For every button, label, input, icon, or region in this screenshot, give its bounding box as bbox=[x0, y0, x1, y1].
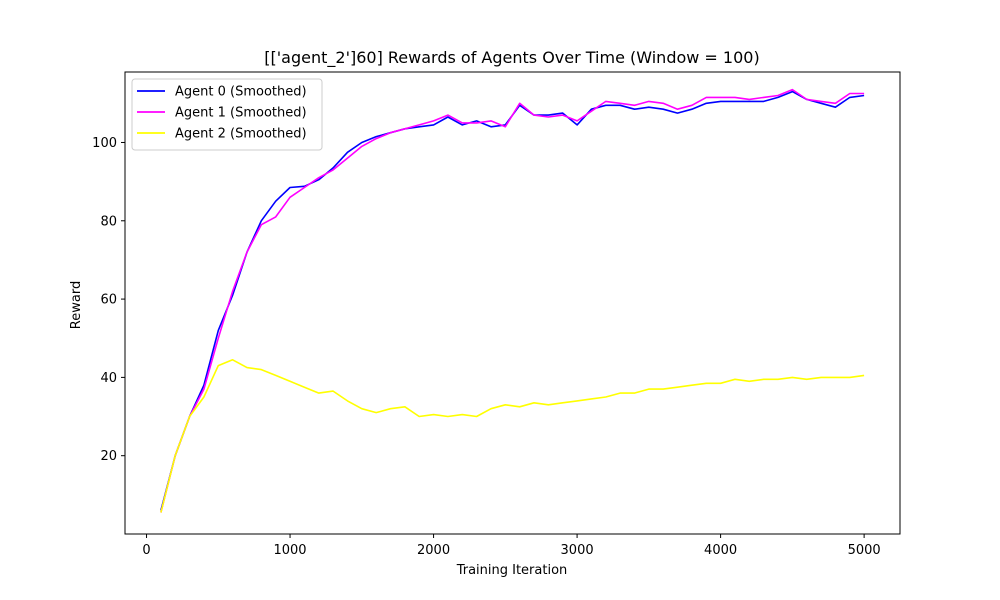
x-tick-label: 5000 bbox=[848, 543, 881, 558]
series-line-agent-1 bbox=[160, 88, 865, 513]
series-line-agent-2 bbox=[160, 358, 865, 513]
x-tick-label: 0 bbox=[142, 543, 150, 558]
y-tick-label: 60 bbox=[100, 293, 117, 308]
x-tick-label: 3000 bbox=[561, 543, 594, 558]
x-axis-label: Training Iteration bbox=[456, 563, 568, 578]
legend-label-agent-1: Agent 1 (Smoothed) bbox=[175, 106, 307, 121]
axes-frame bbox=[124, 71, 901, 535]
legend-label-agent-0: Agent 0 (Smoothed) bbox=[175, 85, 307, 100]
y-axis-label: Reward bbox=[69, 281, 84, 329]
x-tick-label: 1000 bbox=[273, 543, 306, 558]
x-tick-label: 2000 bbox=[417, 543, 450, 558]
y-tick-label: 100 bbox=[92, 136, 117, 151]
legend-box bbox=[131, 78, 323, 151]
x-tick-label: 4000 bbox=[704, 543, 737, 558]
y-tick-label: 20 bbox=[100, 449, 117, 464]
axes-layer: 0 1000 2000 3000 4000 5000 20 40 60 80 100 bbox=[92, 71, 901, 558]
y-tick-label: 80 bbox=[100, 214, 117, 229]
legend-label-agent-2: Agent 2 (Smoothed) bbox=[175, 127, 307, 142]
series-layer bbox=[160, 88, 865, 513]
y-tick-label: 40 bbox=[100, 371, 117, 386]
chart-title: [['agent_2']60] Rewards of Agents Over T… bbox=[264, 48, 759, 68]
legend: Agent 0 (Smoothed) Agent 1 (Smoothed) Agen… bbox=[131, 78, 323, 151]
